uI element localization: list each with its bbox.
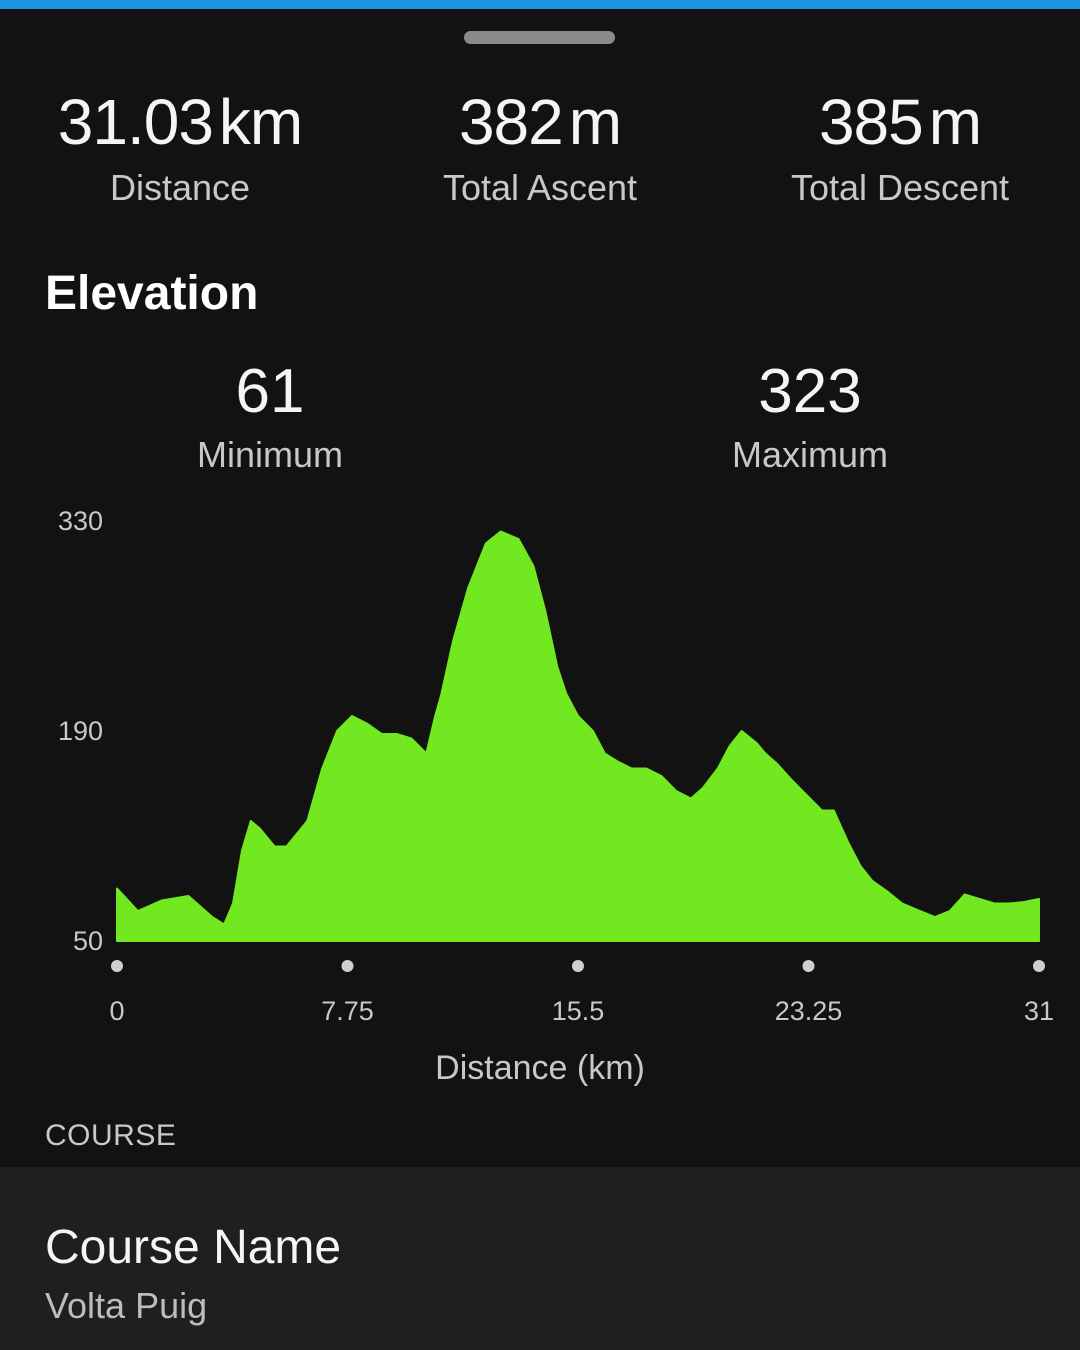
x-tick-dot [341, 960, 354, 972]
top-accent-bar [0, 0, 1080, 9]
descent-label: Total Descent [790, 167, 1010, 208]
x-tick-label: 15.5 [552, 996, 605, 1026]
distance-unit: km [218, 86, 303, 158]
x-tick-label: 23.25 [775, 996, 843, 1026]
y-tick-label: 190 [58, 716, 103, 746]
elevation-maximum-label: Maximum [731, 434, 888, 475]
elevation-area [116, 530, 1040, 942]
elevation-minimum-value: 61 [235, 357, 305, 426]
x-tick-label: 31 [1024, 996, 1054, 1026]
x-tick-dot [111, 960, 123, 972]
elevation-chart[interactable]: 330 190 50 0 7.75 15.5 23.25 31 Distance (km) [0, 490, 1080, 1100]
ascent-unit: m [568, 86, 622, 158]
ascent-value-line: 382m [360, 82, 720, 162]
x-tick-dot [572, 960, 584, 972]
x-tick-dot [802, 960, 815, 972]
x-tick-dot [1033, 960, 1045, 972]
course-name-row[interactable]: Course Name Volta Puig [0, 1167, 1080, 1350]
distance-label: Distance [109, 167, 251, 208]
elevation-maximum-value: 323 [758, 357, 862, 426]
ascent-label: Total Ascent [442, 167, 638, 208]
distance-value: 31.03 [57, 86, 214, 158]
x-tick-label: 0 [109, 996, 124, 1026]
elevation-minimum: 61 Minimum [70, 354, 470, 480]
total-ascent-stat: 382m Total Ascent [360, 82, 720, 212]
y-tick-label: 50 [73, 926, 103, 956]
elevation-title: Elevation [45, 267, 259, 320]
y-tick-label: 330 [58, 506, 103, 536]
x-tick-label: 7.75 [321, 996, 374, 1026]
distance-stat: 31.03km Distance [0, 82, 360, 212]
sheet-drag-handle[interactable] [464, 31, 615, 44]
descent-value-line: 385m [720, 82, 1080, 162]
course-name-label: Course Name [45, 1221, 342, 1274]
elevation-minimum-label: Minimum [196, 434, 343, 475]
course-name-value: Volta Puig [45, 1285, 208, 1326]
ascent-value: 382 [458, 86, 564, 158]
descent-value: 385 [818, 86, 924, 158]
x-axis-label: Distance (km) [435, 1049, 645, 1087]
distance-value-line: 31.03km [0, 82, 360, 162]
descent-unit: m [928, 86, 982, 158]
total-descent-stat: 385m Total Descent [720, 82, 1080, 212]
elevation-maximum: 323 Maximum [610, 354, 1010, 480]
course-section-header: COURSE [45, 1119, 177, 1152]
